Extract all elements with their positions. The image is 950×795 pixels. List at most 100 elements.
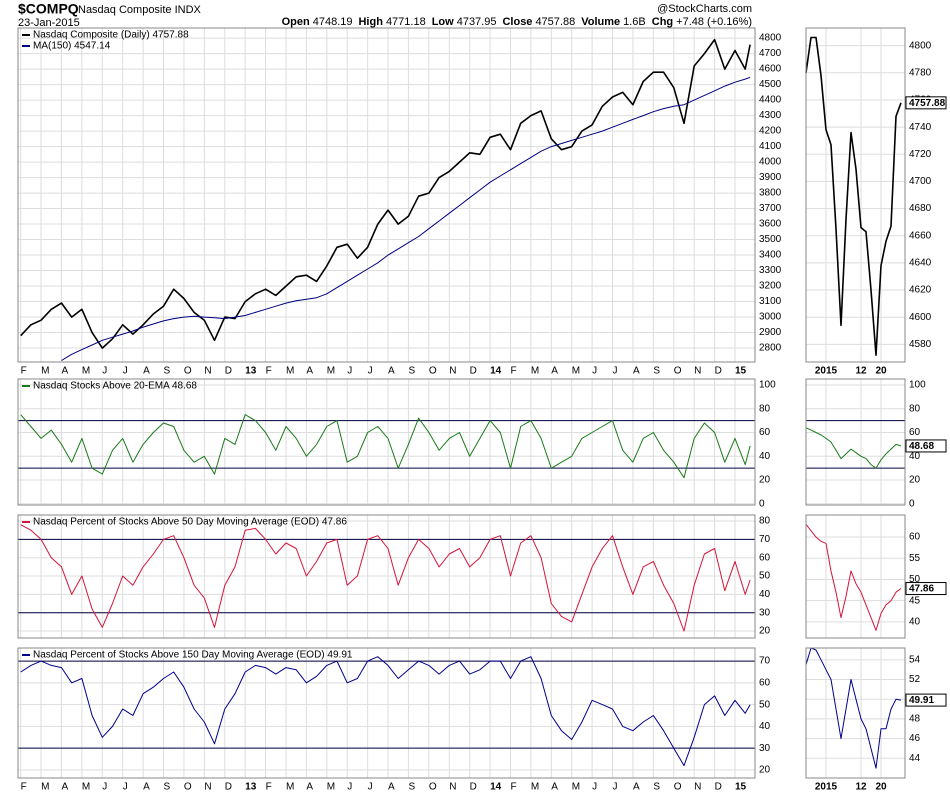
x-tick-label: 13 [245, 782, 257, 793]
y-tick-label: 60 [759, 677, 771, 688]
panel-background [18, 648, 755, 778]
x-tick-label: S [164, 366, 171, 377]
x-tick-label: 13 [245, 366, 257, 377]
series-line [20, 524, 751, 632]
x-tick-label: M [327, 782, 335, 793]
x-tick-label: S [653, 366, 660, 377]
panel-border [17, 378, 756, 506]
y-tick-label: 4300 [759, 110, 782, 121]
symbol: $COMPQ [18, 1, 79, 17]
x-tick-label: J [592, 366, 597, 377]
x-tick-label: M [531, 366, 539, 377]
quote-value: 4748.19 [313, 16, 353, 28]
x-tick-label: F [266, 782, 272, 793]
x-tick-label: S [164, 782, 171, 793]
y-tick-label: 4200 [759, 126, 782, 137]
x-tick-label: F [21, 782, 27, 793]
x-tick-label: D [715, 782, 722, 793]
x-tick-label: A [306, 366, 313, 377]
y-tick-label: 3500 [759, 234, 782, 245]
series-line [805, 36, 902, 356]
source: @StockCharts.com [657, 3, 752, 15]
x-tick-label: A [388, 782, 395, 793]
x-tick-label: D [470, 782, 477, 793]
quote-label: Close [502, 16, 532, 28]
y-tick-label: 4620 [909, 285, 932, 296]
legend-label: Nasdaq Stocks Above 20-EMA 48.68 [33, 381, 197, 392]
y-tick-label: 60 [909, 532, 921, 543]
y-tick-label: 50 [759, 571, 771, 582]
legend-label: Nasdaq Composite (Daily) 4757.88 [33, 30, 189, 41]
x-tick-label: A [388, 366, 395, 377]
x-tick-label: M [82, 366, 90, 377]
series-line [805, 647, 902, 769]
y-tick-label: 60 [759, 552, 771, 563]
y-tick-label: 54 [909, 654, 921, 665]
x-tick-label: A [143, 782, 150, 793]
panel-border [805, 378, 906, 506]
series-line [20, 38, 751, 349]
x-tick-label: J [368, 782, 373, 793]
x-tick-label: A [143, 366, 150, 377]
y-tick-label: 3400 [759, 250, 782, 261]
x-tick-label: S [408, 366, 415, 377]
y-tick-label: 70 [759, 656, 771, 667]
x-tick-label: J [592, 782, 597, 793]
x-tick-label: S [408, 782, 415, 793]
x-tick-label: O [429, 366, 437, 377]
quote-label: Low [432, 16, 454, 28]
y-tick-label: 60 [909, 427, 921, 438]
x-tick-label: A [61, 366, 68, 377]
x-tick-label: 20 [875, 366, 887, 377]
y-tick-label: 40 [759, 721, 771, 732]
y-tick-label: 3800 [759, 188, 782, 199]
legend-label: Nasdaq Percent of Stocks Above 50 Day Mo… [33, 517, 347, 528]
last-value-label: 4757.88 [909, 98, 946, 109]
x-tick-label: F [510, 366, 516, 377]
quote-value: 1.6B [623, 16, 646, 28]
x-tick-label: J [368, 366, 373, 377]
y-tick-label: 30 [759, 607, 771, 618]
x-tick-label: F [266, 366, 272, 377]
series-line [20, 414, 751, 479]
x-tick-label: M [41, 366, 49, 377]
y-tick-label: 4600 [909, 312, 932, 323]
last-value-tag [905, 693, 947, 707]
x-tick-label: A [61, 782, 68, 793]
x-tick-label: F [21, 366, 27, 377]
series-line [805, 427, 902, 469]
x-tick-label: M [286, 782, 294, 793]
quote-value: 4737.95 [457, 16, 497, 28]
y-tick-label: 4500 [759, 79, 782, 90]
y-tick-label: 3700 [759, 203, 782, 214]
x-tick-label: D [225, 366, 232, 377]
y-tick-label: 80 [909, 403, 921, 414]
quote-value: +7.48 (+0.16%) [676, 16, 752, 28]
x-tick-label: M [572, 366, 580, 377]
y-tick-label: 80 [759, 403, 771, 414]
y-tick-label: 80 [759, 516, 771, 527]
x-tick-label: 15 [735, 782, 747, 793]
series-line [61, 76, 751, 361]
y-tick-label: 100 [759, 380, 776, 391]
y-tick-label: 20 [759, 475, 771, 486]
x-tick-label: 2015 [815, 366, 838, 377]
y-tick-label: 4720 [909, 149, 932, 160]
y-tick-label: 3300 [759, 265, 782, 276]
last-value-label: 47.86 [909, 584, 934, 595]
panel-border [17, 647, 756, 779]
quote-value: 4771.18 [386, 16, 426, 28]
y-tick-label: 4800 [759, 33, 782, 44]
quote-value: 4757.88 [535, 16, 575, 28]
y-tick-label: 3000 [759, 312, 782, 323]
x-tick-label: O [674, 782, 682, 793]
x-tick-label: 12 [855, 366, 867, 377]
y-tick-label: 20 [759, 626, 771, 637]
x-tick-label: A [551, 782, 558, 793]
date: 23-Jan-2015 [18, 17, 80, 29]
y-tick-label: 4680 [909, 203, 932, 214]
x-tick-label: 14 [490, 782, 502, 793]
y-tick-label: 4100 [759, 141, 782, 152]
x-tick-label: S [653, 782, 660, 793]
panel-border [805, 647, 906, 779]
